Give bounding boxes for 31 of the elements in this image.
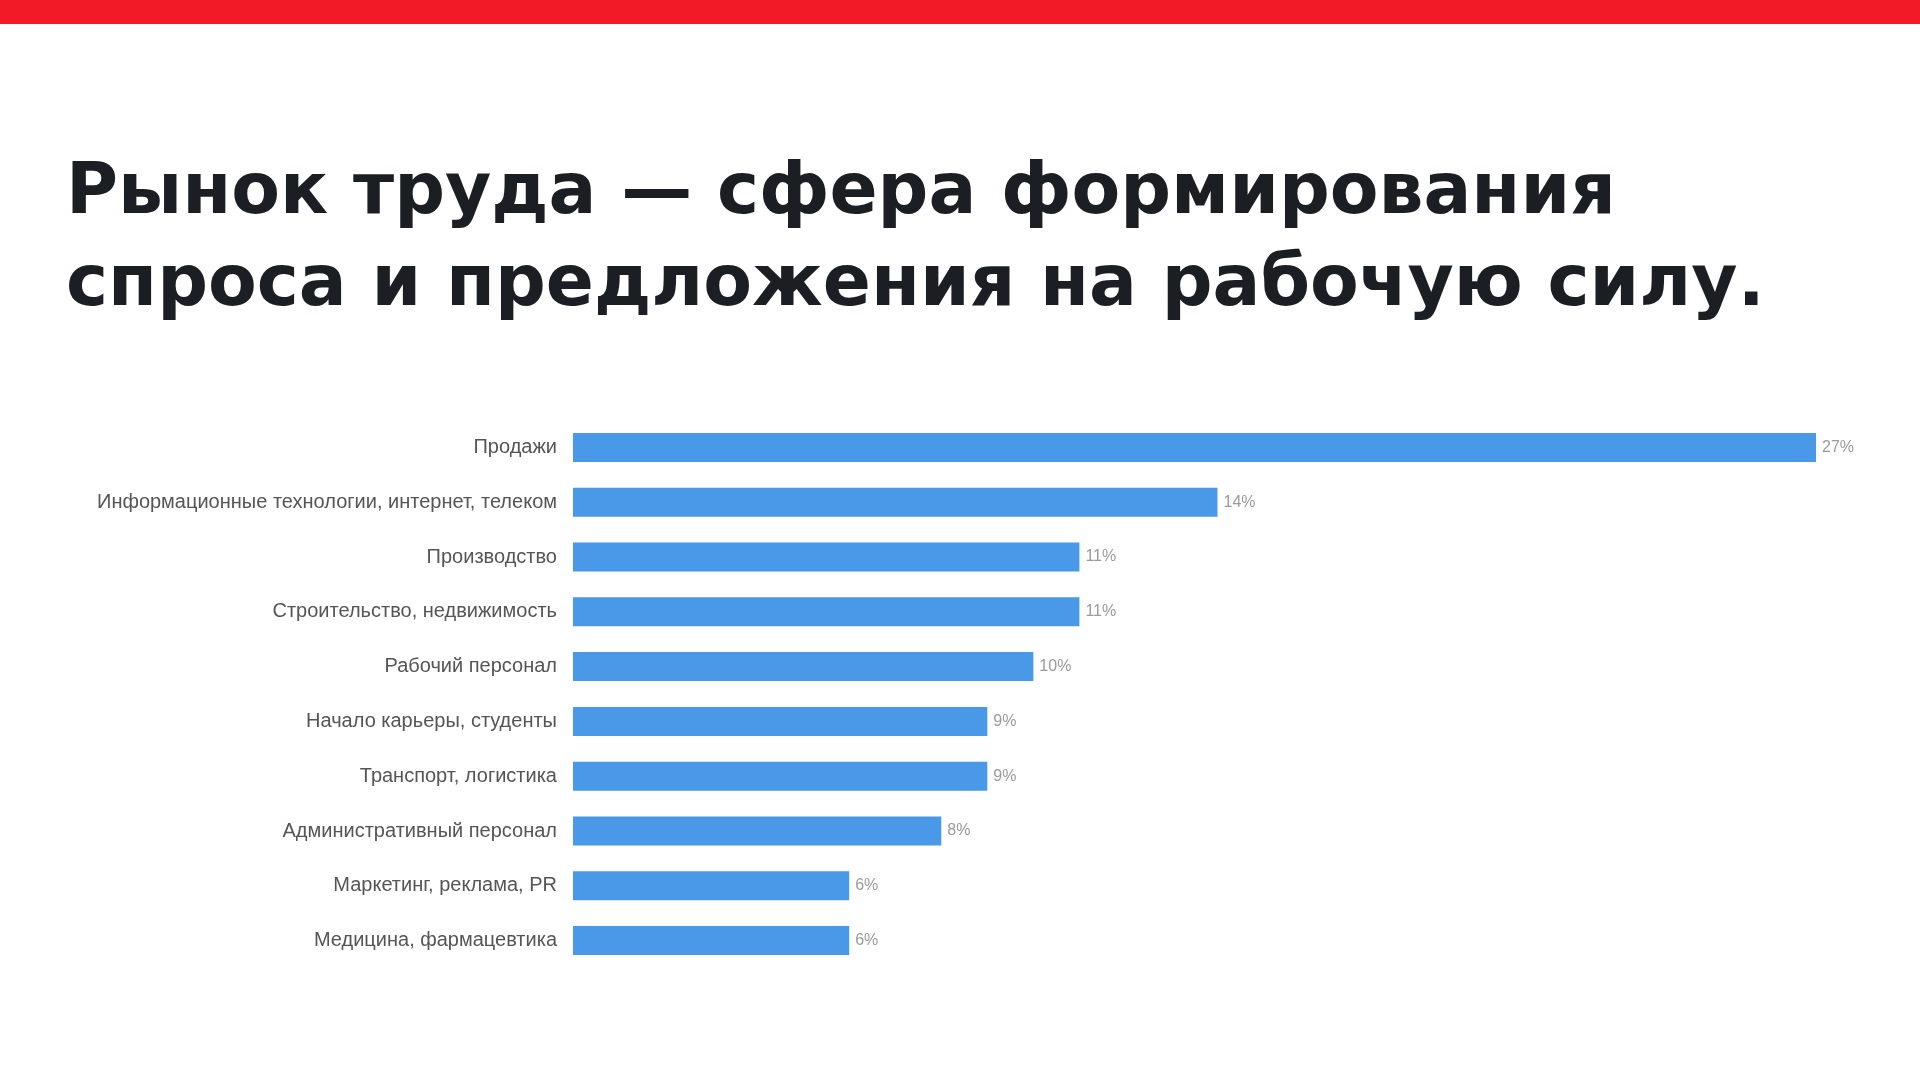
bar [573,652,1034,682]
bar [573,871,850,901]
data-label: 11% [1085,602,1117,620]
data-label: 9% [993,711,1017,729]
bar [573,706,988,736]
y-tick-label: Производство [426,544,557,567]
bar [573,432,1816,462]
data-label: 9% [993,766,1017,784]
data-label: 10% [1039,657,1072,675]
bar [573,761,988,791]
data-label: 27% [1822,437,1855,455]
y-tick-label: Рабочий персонал [384,654,557,677]
bar [573,487,1218,517]
chart-title: Рынок труда — сфера формирования спроса и предложения на рабочую силу. [66,146,1766,324]
y-tick-label: Начало карьеры, студенты [306,708,557,731]
y-tick-label: Информационные технологии, интернет, телеком [97,489,557,512]
y-tick-label: Продажи [473,434,557,457]
bar [573,926,850,956]
data-label: 6% [855,931,879,949]
y-tick-label: Транспорт, логистика [359,763,558,786]
y-tick-label: Медицина, фармацевтика [313,928,558,951]
data-label: 14% [1223,492,1256,510]
data-label: 11% [1085,547,1117,565]
y-tick-label: Административный персонал [282,818,557,841]
y-tick-label: Маркетинг, реклама, PR [333,873,557,896]
bar [573,542,1080,572]
y-tick-label: Строительство, недвижимость [272,599,557,622]
data-label: 8% [947,821,971,839]
bar [573,597,1080,627]
data-label: 6% [855,876,879,894]
bar [573,816,942,846]
